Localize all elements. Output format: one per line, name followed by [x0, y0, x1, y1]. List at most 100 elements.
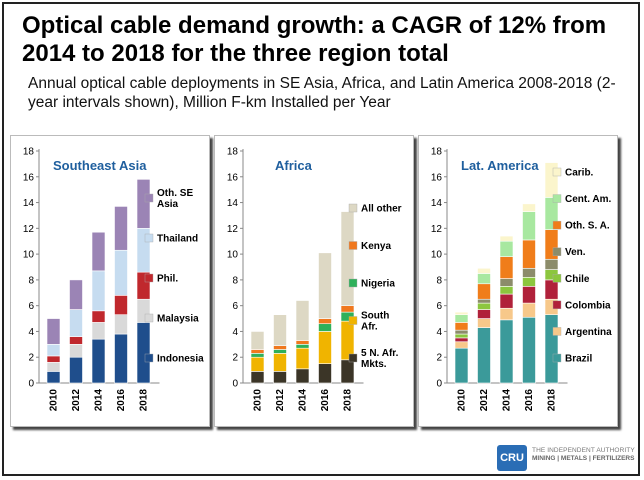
bar-segment-cent-am-2014 [499, 240, 514, 257]
chart-panel-africa: 0 2 4 6 8 10 12 14 16 18 Africa 2010 2012 2014 2016 201… [214, 135, 414, 427]
legend-swatch-oth-s-a [552, 220, 562, 230]
bar-segment-chile-2016 [522, 277, 536, 287]
bar-segment-indonesia-2018 [136, 322, 151, 384]
bar-segment-ven-2012 [477, 298, 491, 304]
bar-segment-nigeria-2010 [250, 353, 265, 358]
legend-label-all-other: All other [361, 204, 402, 215]
bar-segment-brazil-2016 [522, 316, 536, 384]
bar-segment-oth-s-a-2014 [499, 256, 514, 279]
y-tick-label: 8 [28, 275, 34, 286]
legend-swatch-kenya [348, 241, 358, 250]
legend-label-indonesia: Indonesia [157, 354, 204, 365]
legend-label-thailand: Thailand [157, 234, 198, 245]
bar-segment-argentina-2012 [477, 318, 491, 328]
bar-segment-oth-se-asia-2010 [46, 318, 61, 345]
bar-segment-indonesia-2012 [69, 356, 83, 384]
bar-segment-malaysia-2012 [69, 344, 83, 358]
bar-segment-argentina-2014 [499, 307, 514, 321]
bar-segment-5-n-afr-mkts-2016 [318, 363, 332, 384]
bar-segment-phil-2016 [114, 295, 128, 315]
x-tick-label-2012: 2012 [71, 389, 82, 412]
legend-label-carib: Carib. [565, 168, 594, 179]
legend-swatch-argentina [552, 327, 562, 336]
legend-swatch-ven [552, 247, 562, 256]
bar-segment-carib-2016 [522, 203, 536, 212]
chart-africa: 0 2 4 6 8 10 12 14 16 18 Africa 2010 2012 2014 2016 201… [227, 147, 402, 412]
bar-segment-oth-se-asia-2016 [114, 206, 128, 251]
x-tick-label-2016: 2016 [320, 389, 331, 412]
bar-segment-south-afr-2012 [273, 353, 287, 372]
bar-segment-argentina-2016 [522, 302, 536, 318]
legend-label-argentina: Argentina [565, 327, 612, 338]
y-tick-label: 18 [227, 147, 239, 158]
bar-segment-brazil-2012 [477, 327, 491, 384]
y-tick-label: 4 [436, 327, 442, 338]
y-tick-label: 12 [23, 224, 35, 235]
legend-label-phil: Phil. [157, 274, 178, 285]
bar-segment-all-other-2018 [340, 211, 355, 306]
x-tick-label-2018: 2018 [139, 389, 150, 412]
chart-panel-lat-america: 0 2 4 6 8 10 12 14 16 18 Lat. America 2010 2012 2014 2… [418, 135, 618, 427]
bar-segment-chile-2014 [499, 286, 514, 295]
legend-swatch-phil [144, 273, 154, 283]
legend-label-cent-am: Cent. Am. [565, 194, 612, 205]
bar-segment-kenya-2010 [250, 349, 265, 354]
y-tick-label: 14 [431, 198, 443, 209]
bar-segment-all-other-2012 [273, 314, 287, 346]
legend-swatch-all-other [348, 203, 358, 213]
bar-segment-colombia-2010 [454, 337, 469, 343]
bar-segment-brazil-2018 [544, 314, 559, 384]
bar-segment-thailand-2016 [114, 249, 128, 296]
bar-segment-carib-2014 [499, 235, 514, 242]
bar-segment-kenya-2016 [318, 318, 332, 325]
legend-swatch-south-afr [348, 316, 358, 325]
bar-segment-indonesia-2010 [46, 371, 61, 384]
bar-segment-oth-s-a-2010 [454, 322, 469, 331]
legend-swatch-thailand [144, 233, 154, 243]
y-tick-label: 2 [28, 353, 34, 364]
legend-label-oth-s-a: Oth. S. A. [565, 221, 610, 232]
bar-segment-colombia-2016 [522, 286, 536, 304]
chart-title: Africa [275, 158, 313, 173]
legend-swatch-malaysia [144, 313, 154, 323]
y-tick-label: 14 [227, 198, 239, 209]
bar-segment-carib-2012 [477, 267, 491, 274]
y-tick-label: 12 [431, 224, 443, 235]
legend-label-nigeria: Nigeria [361, 279, 395, 290]
x-tick-label-2016: 2016 [116, 389, 127, 412]
chart-lat-america: 0 2 4 6 8 10 12 14 16 18 Lat. America 2010 2012 2014 2… [431, 147, 612, 412]
legend-swatch-5-n-afr-mkts [348, 353, 358, 363]
y-tick-label: 18 [23, 147, 35, 158]
bar-segment-malaysia-2016 [114, 314, 128, 335]
bar-segment-oth-s-a-2016 [522, 239, 536, 269]
bar-segment-ven-2016 [522, 267, 536, 278]
bar-segment-oth-se-asia-2018 [136, 179, 151, 229]
bar-segment-5-n-afr-mkts-2014 [295, 368, 310, 384]
bar-segment-all-other-2014 [295, 300, 310, 341]
bar-segment-malaysia-2014 [91, 322, 106, 340]
bar-segment-malaysia-2010 [46, 362, 61, 372]
x-tick-label-2010: 2010 [49, 389, 60, 412]
y-tick-label: 10 [227, 250, 239, 261]
bar-segment-kenya-2014 [295, 340, 310, 345]
bar-segment-phil-2012 [69, 336, 83, 345]
legend-label-south-afr: South Afr. [361, 311, 389, 333]
legend-label-5-n-afr-mkts: 5 N. Afr. Mkts. [361, 348, 399, 370]
bar-segment-colombia-2012 [477, 309, 491, 319]
y-tick-label: 2 [436, 353, 442, 364]
slide-subtitle: Annual optical cable deployments in SE A… [28, 75, 616, 111]
bar-segment-nigeria-2014 [295, 344, 310, 349]
bar-segment-argentina-2010 [454, 341, 469, 349]
bar-segment-5-n-afr-mkts-2012 [273, 371, 287, 384]
legend-swatch-cent-am [552, 194, 562, 203]
x-tick-label-2014: 2014 [502, 389, 513, 412]
x-tick-label-2018: 2018 [547, 389, 558, 412]
bar-segment-chile-2010 [454, 333, 469, 339]
y-tick-label: 10 [23, 250, 35, 261]
bar-segment-indonesia-2014 [91, 338, 106, 384]
x-tick-label-2014: 2014 [94, 389, 105, 412]
y-tick-label: 16 [227, 172, 239, 183]
bar-segment-indonesia-2016 [114, 333, 128, 384]
bar-segment-5-n-afr-mkts-2018 [340, 359, 355, 384]
bar-segment-ven-2014 [499, 278, 514, 287]
